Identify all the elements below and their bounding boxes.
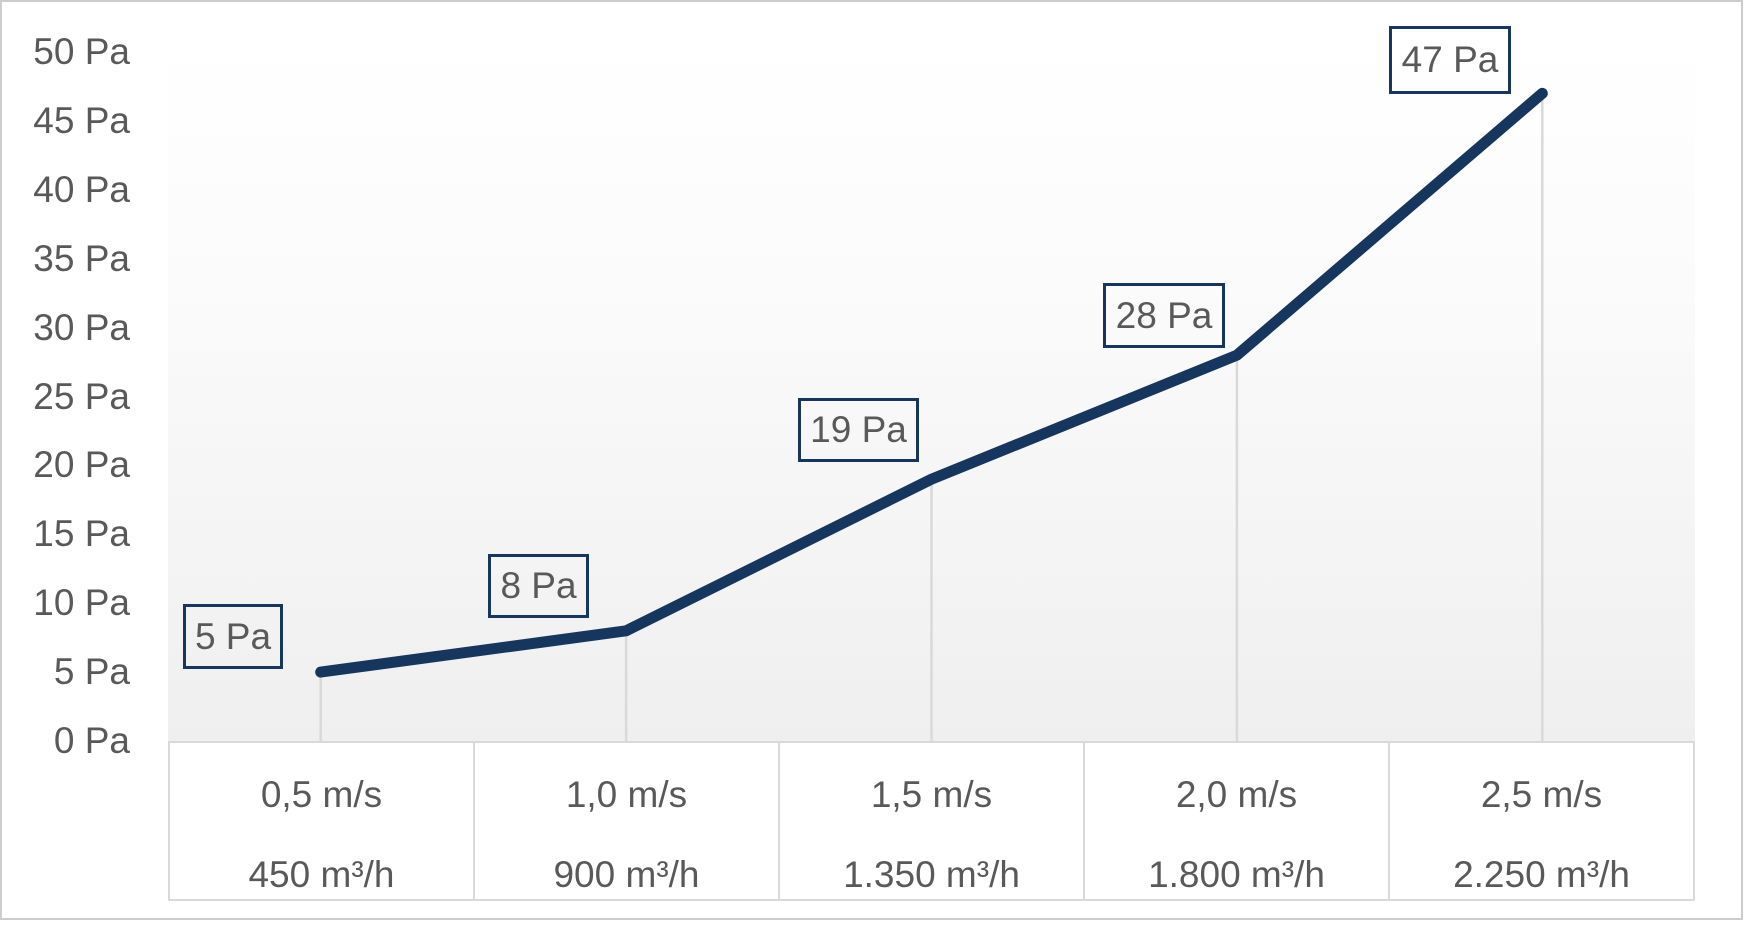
x-axis-category-table: 0,5 m/s 450 m³/h 1,0 m/s 900 m³/h 1,5 m/s 1.3… bbox=[168, 741, 1695, 901]
category-flow-label: 1.800 m³/h bbox=[1148, 854, 1325, 895]
y-axis-tick-label: 20 Pa bbox=[33, 444, 130, 486]
category-velocity-label: 2,5 m/s bbox=[1480, 774, 1603, 815]
y-axis: 0 Pa 5 Pa 10 Pa 15 Pa 20 Pa 25 Pa 30 Pa 35 Pa 40… bbox=[2, 2, 152, 927]
y-axis-tick-label: 15 Pa bbox=[33, 513, 130, 555]
x-axis-category-cell: 0,5 m/s 450 m³/h bbox=[170, 743, 475, 899]
plot-area bbox=[168, 40, 1695, 741]
y-axis-tick-label: 30 Pa bbox=[33, 306, 130, 348]
y-axis-tick-label: 50 Pa bbox=[33, 31, 130, 72]
category-velocity-label: 0,5 m/s bbox=[260, 774, 383, 815]
y-axis-tick-label: 40 Pa bbox=[33, 168, 130, 210]
category-flow-label: 1.350 m³/h bbox=[843, 854, 1020, 895]
category-flow-label: 450 m³/h bbox=[248, 854, 395, 895]
data-label-box: 8 Pa bbox=[488, 554, 589, 618]
category-flow-label: 900 m³/h bbox=[553, 854, 700, 895]
data-label-box: 47 Pa bbox=[1389, 26, 1511, 94]
category-velocity-label: 2,0 m/s bbox=[1175, 774, 1298, 815]
data-label-box: 19 Pa bbox=[798, 398, 919, 462]
x-axis-category-cell: 2,5 m/s 2.250 m³/h bbox=[1390, 743, 1695, 899]
y-axis-tick-label: 10 Pa bbox=[33, 582, 130, 624]
y-axis-tick-label: 35 Pa bbox=[33, 237, 130, 279]
x-axis-category-cell: 1,5 m/s 1.350 m³/h bbox=[780, 743, 1085, 899]
category-velocity-label: 1,5 m/s bbox=[870, 774, 993, 815]
data-label-box: 28 Pa bbox=[1103, 283, 1225, 348]
y-axis-tick-label: 0 Pa bbox=[53, 720, 130, 761]
x-axis-category-cell: 2,0 m/s 1.800 m³/h bbox=[1085, 743, 1390, 899]
y-axis-tick-label: 45 Pa bbox=[33, 99, 130, 141]
category-flow-label: 2.250 m³/h bbox=[1453, 854, 1630, 895]
data-label-box: 5 Pa bbox=[183, 604, 283, 669]
y-axis-tick-label: 5 Pa bbox=[53, 651, 130, 693]
x-axis-category-cell: 1,0 m/s 900 m³/h bbox=[475, 743, 780, 899]
category-velocity-label: 1,0 m/s bbox=[565, 774, 688, 815]
y-axis-tick-label: 25 Pa bbox=[33, 375, 130, 417]
